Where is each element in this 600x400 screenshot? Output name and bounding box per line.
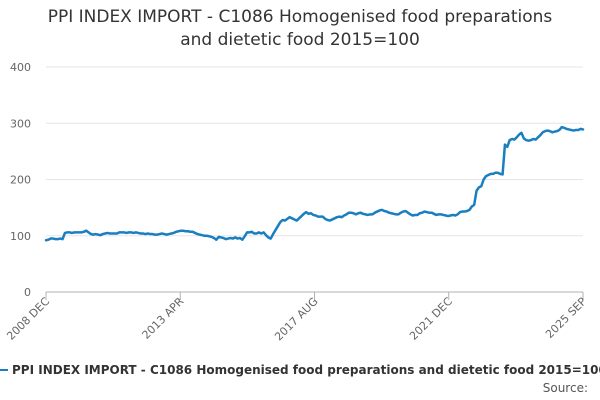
x-tick-label: 2021 DEC xyxy=(407,295,455,343)
x-tick-label: 2013 APR xyxy=(139,295,186,342)
y-tick-label: 100 xyxy=(10,230,31,243)
legend-label: PPI INDEX IMPORT - C1086 Homogenised foo… xyxy=(12,363,600,377)
chart-title: PPI INDEX IMPORT - C1086 Homogenised foo… xyxy=(0,6,600,52)
x-axis-ticks: 2008 DEC 2013 APR 2017 AUG 2021 DEC 2025 SEP xyxy=(4,292,589,343)
gridlines xyxy=(46,66,583,237)
y-tick-label: 200 xyxy=(10,174,31,187)
legend-swatch xyxy=(0,369,8,371)
x-tick-label: 2025 SEP xyxy=(543,295,589,341)
y-tick-label: 400 xyxy=(10,61,31,74)
y-axis-tick-labels: 0 100 200 300 400 xyxy=(10,61,31,299)
legend[interactable]: PPI INDEX IMPORT - C1086 Homogenised foo… xyxy=(0,363,600,377)
chart-title-line-2: and dietetic food 2015=100 xyxy=(180,30,420,50)
x-tick-label: 2017 AUG xyxy=(272,295,321,344)
chart-title-line-1: PPI INDEX IMPORT - C1086 Homogenised foo… xyxy=(47,7,553,27)
y-tick-label: 0 xyxy=(24,286,31,299)
source-label: Source: xyxy=(542,381,588,395)
series-line xyxy=(44,125,585,242)
y-tick-label: 300 xyxy=(10,117,31,130)
x-tick-label: 2008 DEC xyxy=(4,295,52,343)
